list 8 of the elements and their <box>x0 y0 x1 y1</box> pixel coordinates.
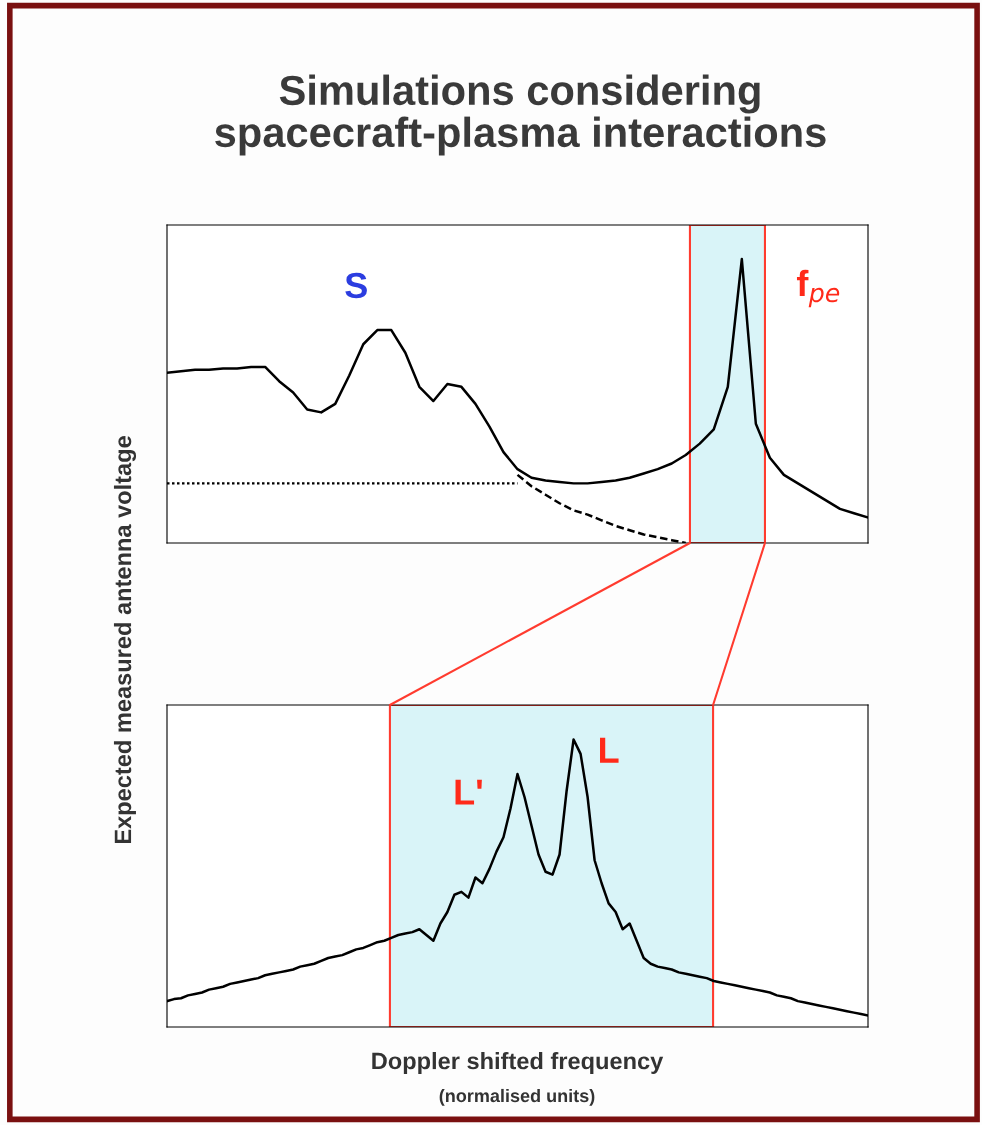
annotation: L <box>600 737 619 763</box>
annotation: L' <box>455 779 482 805</box>
chart-title: Simulations considering spacecraft-plasma interactions <box>215 74 826 156</box>
text: (normalised units) <box>439 1088 595 1106</box>
y-axis-title: Expected measured antenna voltage <box>113 436 137 844</box>
annotation: f$_{pe}$ <box>796 269 840 308</box>
x-axis-title: Doppler shifted frequency <box>372 1051 664 1075</box>
annotation: S <box>345 272 367 299</box>
